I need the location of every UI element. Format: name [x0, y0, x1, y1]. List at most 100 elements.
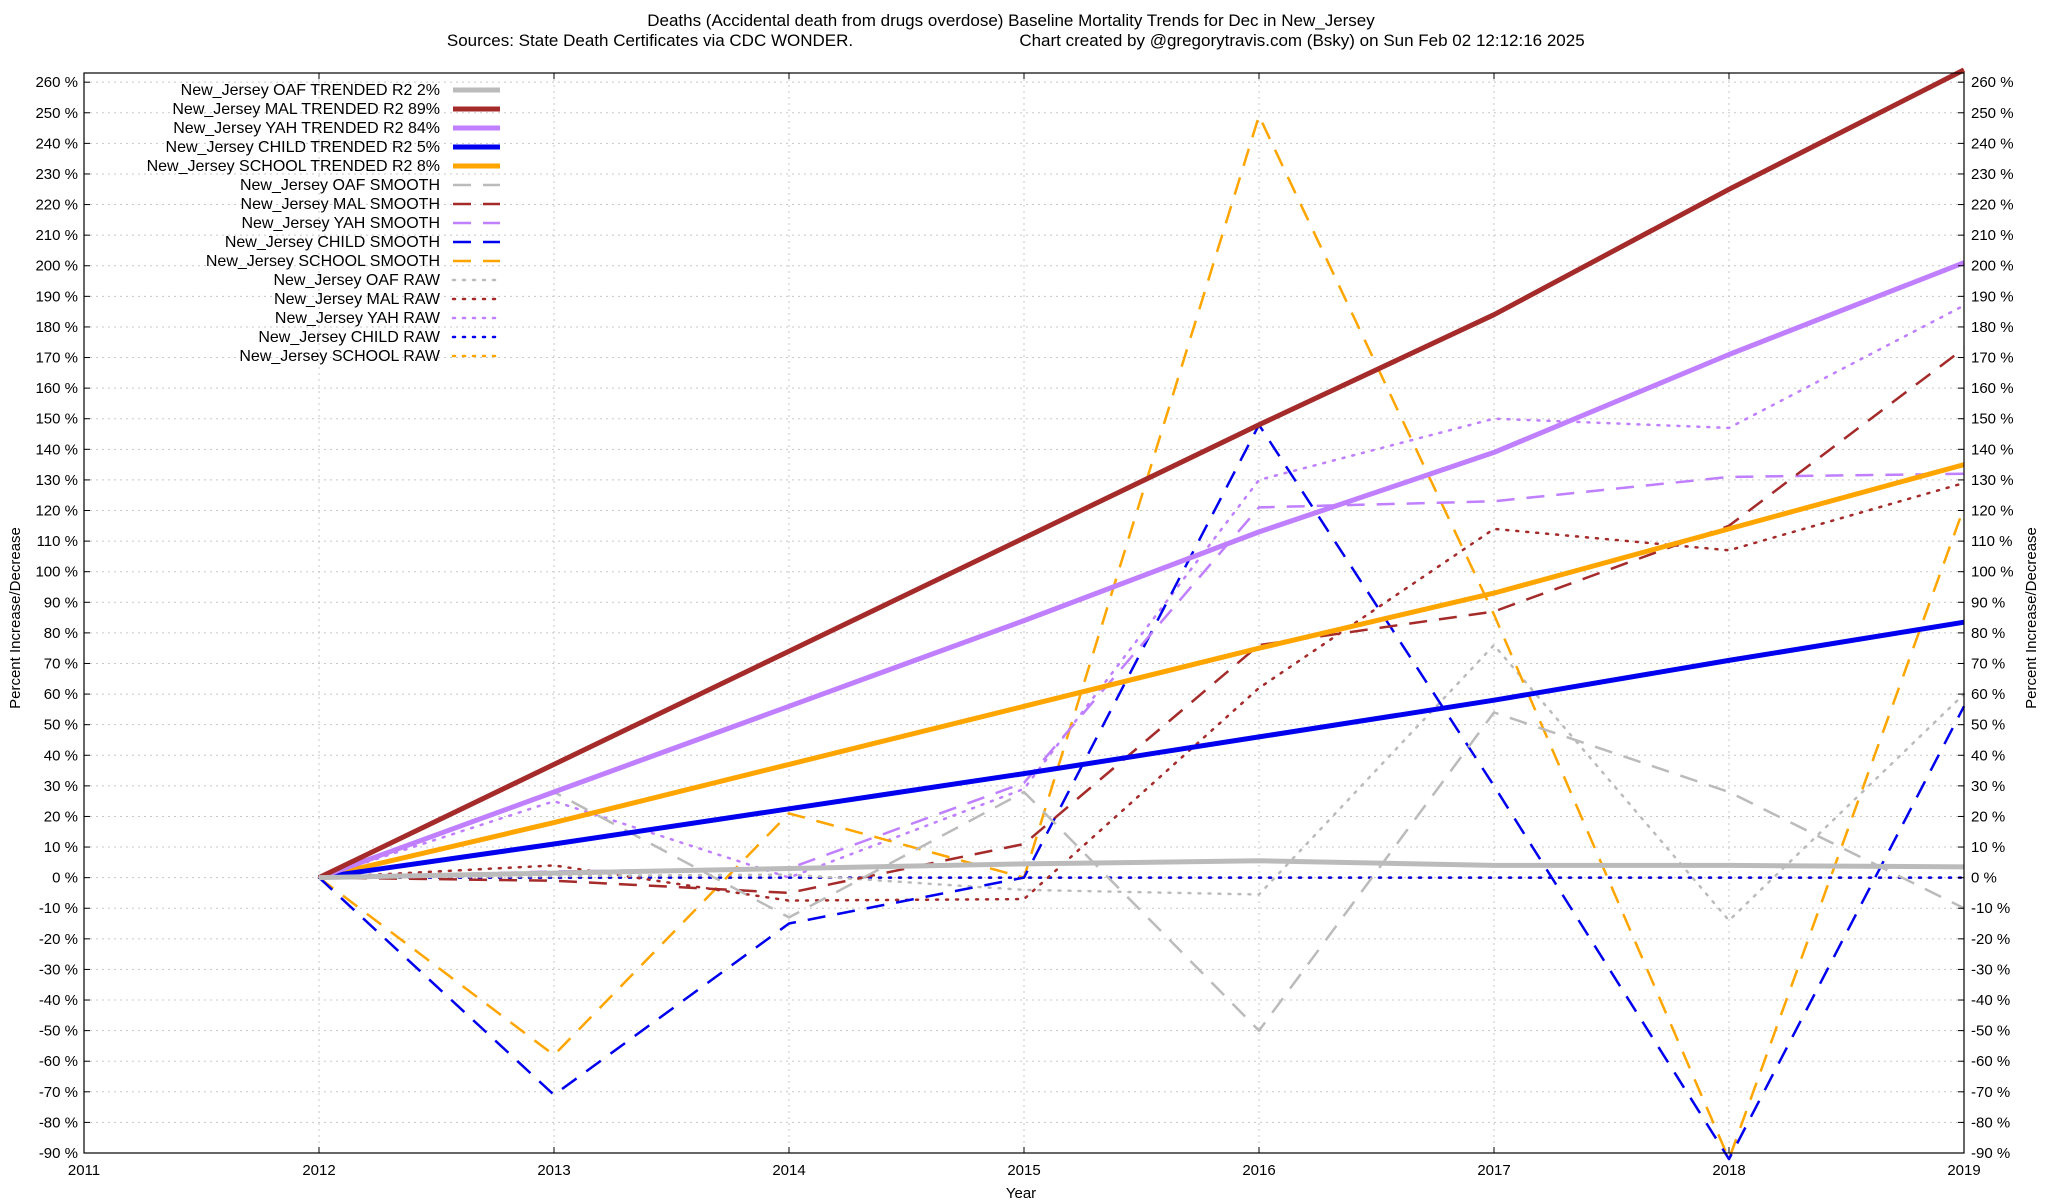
y-tick-label-left: -50 %	[39, 1023, 78, 1040]
y-tick-label-left: 240 %	[35, 135, 78, 152]
series-line	[318, 114, 1966, 1161]
legend-entry-label: New_Jersey OAF RAW	[273, 272, 440, 289]
y-tick-label-right: 200 %	[1971, 258, 2014, 275]
series-line	[317, 481, 1966, 902]
y-tick-label-left: 40 %	[44, 747, 78, 764]
y-tick-label-left: -70 %	[39, 1084, 78, 1101]
y-tick-label-right: 220 %	[1971, 197, 2014, 214]
y-tick-label-right: 50 %	[1971, 717, 2005, 734]
y-tick-label-right: 0 %	[1971, 870, 1997, 887]
series-line	[317, 643, 1966, 922]
axis-ticks: -90 % -90 % -80 % -80 % -70 % -70 % -60 % -60 %…	[35, 73, 2014, 1179]
x-tick-label: 2012	[302, 1162, 335, 1179]
y-tick-label-right: 90 %	[1971, 594, 2005, 611]
y-tick-label-left: 110 %	[37, 533, 78, 550]
y-tick-label-right: -80 %	[1971, 1114, 2010, 1131]
y-tick-label-right: 30 %	[1971, 778, 2005, 795]
y-tick-label-right: 150 %	[1971, 411, 2014, 428]
legend: New_Jersey OAF TRENDED R2 2% New_Jersey M…	[147, 82, 502, 365]
y-tick-label-right: 170 %	[1971, 350, 2014, 367]
y-axis-label-right: Percent Increase/Decrease	[2023, 527, 2040, 709]
y-tick-label-right: 240 %	[1971, 135, 2014, 152]
y-tick-label-right: 130 %	[1971, 472, 2014, 489]
series-line	[318, 260, 1965, 880]
legend-entry-label: New_Jersey YAH SMOOTH	[241, 215, 440, 232]
y-tick-label-right: -50 %	[1971, 1023, 2010, 1040]
y-tick-label-left: 190 %	[35, 288, 78, 305]
y-tick-label-left: 120 %	[35, 503, 78, 520]
y-tick-label-left: 230 %	[35, 166, 78, 183]
legend-entry-label: New_Jersey MAL RAW	[274, 291, 441, 308]
legend-entry-label: New_Jersey SCHOOL RAW	[239, 348, 441, 365]
y-tick-label-right: 190 %	[1971, 288, 2014, 305]
x-tick-label: 2017	[1477, 1162, 1510, 1179]
y-tick-label-left: 50 %	[44, 717, 78, 734]
y-tick-label-right: 60 %	[1971, 686, 2005, 703]
y-tick-label-right: 10 %	[1971, 839, 2005, 856]
y-tick-label-right: 110 %	[1971, 533, 2012, 550]
chart-source-note: Sources: State Death Certificates via CD…	[447, 31, 853, 50]
y-tick-label-right: 180 %	[1971, 319, 2014, 336]
x-tick-label: 2015	[1007, 1162, 1040, 1179]
series-line	[317, 67, 1966, 880]
y-tick-label-left: 0 %	[52, 870, 78, 887]
x-tick-label: 2019	[1947, 1162, 1980, 1179]
x-tick-label: 2018	[1712, 1162, 1745, 1179]
y-tick-label-left: -20 %	[39, 931, 78, 948]
series-lines	[317, 67, 1966, 1161]
y-tick-label-right: 40 %	[1971, 747, 2005, 764]
y-tick-label-left: 130 %	[35, 472, 78, 489]
y-tick-label-left: 160 %	[35, 380, 78, 397]
grid-lines	[83, 73, 1965, 1154]
y-tick-label-right: -70 %	[1971, 1084, 2010, 1101]
x-axis-label: Year	[1006, 1185, 1036, 1200]
y-tick-label-left: 70 %	[44, 655, 78, 672]
legend-entry-label: New_Jersey YAH TRENDED R2 84%	[173, 120, 440, 137]
y-tick-label-left: 210 %	[35, 227, 78, 244]
legend-entry-label: New_Jersey CHILD SMOOTH	[225, 234, 440, 251]
y-tick-label-left: -30 %	[39, 961, 78, 978]
legend-entry-label: New_Jersey SCHOOL TRENDED R2 8%	[147, 158, 440, 175]
legend-entry-label: New_Jersey MAL SMOOTH	[241, 196, 440, 213]
series-line	[317, 304, 1966, 879]
legend-entry-label: New_Jersey MAL TRENDED R2 89%	[172, 101, 440, 118]
y-tick-label-left: 10 %	[44, 839, 78, 856]
series-line	[318, 858, 1965, 881]
y-tick-label-left: 220 %	[35, 197, 78, 214]
y-tick-label-left: -80 %	[39, 1114, 78, 1131]
y-tick-label-right: -20 %	[1971, 931, 2010, 948]
y-tick-label-right: 250 %	[1971, 105, 2014, 122]
y-tick-label-left: 100 %	[35, 564, 78, 581]
y-tick-label-right: -60 %	[1971, 1053, 2010, 1070]
y-tick-label-left: 200 %	[35, 258, 78, 275]
series-line	[318, 347, 1965, 895]
x-tick-label: 2016	[1242, 1162, 1275, 1179]
y-tick-label-left: 250 %	[35, 105, 78, 122]
y-tick-label-left: -10 %	[39, 900, 78, 917]
legend-entry-label: New_Jersey CHILD RAW	[258, 329, 441, 346]
y-tick-label-right: 20 %	[1971, 808, 2005, 825]
x-tick-label: 2013	[537, 1162, 570, 1179]
series-line	[318, 619, 1965, 881]
legend-entry-label: New_Jersey YAH RAW	[275, 310, 441, 327]
y-tick-label-right: 230 %	[1971, 166, 2014, 183]
y-tick-label-right: -40 %	[1971, 992, 2010, 1009]
x-tick-label: 2011	[68, 1162, 100, 1179]
legend-entry-label: New_Jersey OAF TRENDED R2 2%	[181, 82, 440, 99]
series-line	[318, 711, 1965, 1032]
chart-credit-note: Chart created by @gregorytravis.com (Bsk…	[1019, 31, 1584, 50]
y-tick-label-left: 20 %	[44, 808, 78, 825]
y-tick-label-left: 90 %	[44, 594, 78, 611]
y-tick-label-left: 180 %	[35, 319, 78, 336]
legend-entry-label: New_Jersey CHILD TRENDED R2 5%	[166, 139, 440, 156]
y-tick-label-right: -90 %	[1971, 1145, 2010, 1162]
y-tick-label-left: 170 %	[35, 350, 78, 367]
y-tick-label-right: -30 %	[1971, 961, 2010, 978]
x-tick-label: 2014	[772, 1162, 805, 1179]
y-tick-label-right: 100 %	[1971, 564, 2014, 581]
series-line	[318, 462, 1965, 881]
y-tick-label-left: 150 %	[35, 411, 78, 428]
y-tick-label-left: 30 %	[44, 778, 78, 795]
y-axis-label-left: Percent Increase/Decrease	[7, 527, 24, 709]
y-tick-label-right: 70 %	[1971, 655, 2005, 672]
